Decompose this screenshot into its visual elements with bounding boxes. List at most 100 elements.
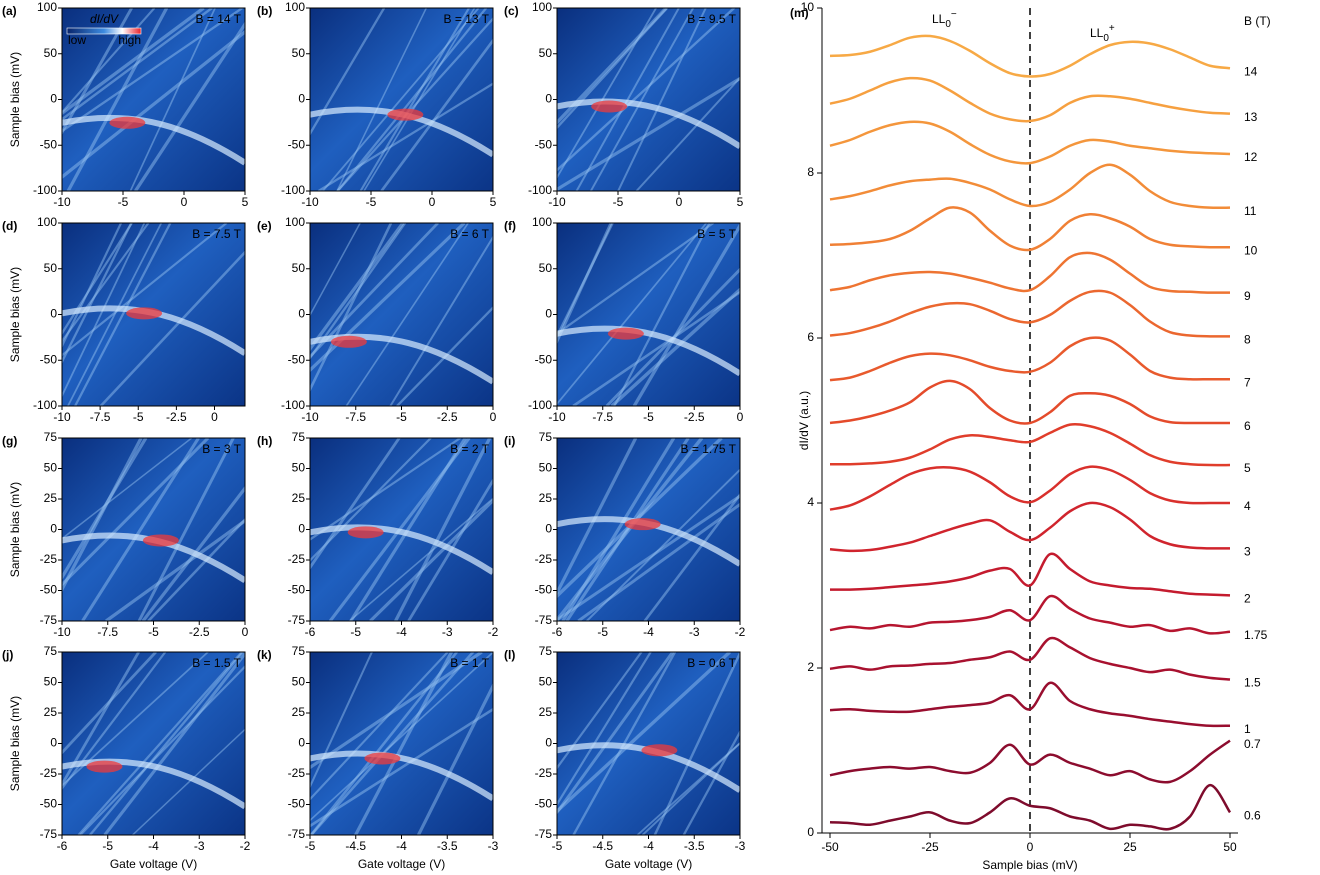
map-stripe [557,76,740,191]
y-tick-label: 10 [801,0,815,14]
x-tick-label: 50 [1223,840,1237,854]
field-value-label: 1.5 [1244,676,1261,690]
field-label: B = 6 T [450,227,489,241]
level-label: LL0− [932,9,957,30]
level-label-sub: 0 [1103,33,1109,44]
field-value-label: 2 [1244,592,1251,606]
x-tick-label: -5 [366,195,377,209]
map-stripe [132,728,245,835]
spectrum-curve [829,552,1231,597]
map-stripe [557,223,708,406]
map-image [310,8,493,191]
x-tick-label: -2.5 [189,625,210,639]
x-tick-label: -6 [57,839,68,853]
y-tick-label: 50 [292,46,306,60]
map-stripe [62,223,133,336]
spectrum-curve [829,120,1231,165]
x-tick-label: 5 [737,195,744,209]
y-tick-label: -50 [288,352,306,366]
map-stripe [74,223,172,406]
x-tick-label: -4 [643,839,654,853]
map-stripe [62,438,210,587]
map-stripe [572,290,740,406]
map-stripe [557,8,668,130]
heatmap-panel: -6 -5 -4 -3 -2 -75 -50 -25 0 25 50 75 (h) B = 2 T [257,430,499,639]
map-background [310,652,493,835]
y-tick-label: 100 [532,0,552,14]
field-label: B = 5 T [697,227,736,241]
map-stripe [575,8,680,191]
map-stripe [62,223,146,398]
x-tick-label: -4.5 [345,839,366,853]
legend-title: B (T) [1244,14,1271,28]
panel-label: (c) [504,4,519,18]
spectrum-curve [829,289,1231,338]
field-value-label: 14 [1244,64,1258,78]
map-image [62,652,245,835]
map-stripe [62,8,156,114]
y-tick-label: 50 [539,261,553,275]
y-tick-label: -50 [40,352,58,366]
x-tick-label: -5 [613,195,624,209]
map-stripe [62,438,148,581]
y-tick-label: 6 [807,330,814,344]
heatmap-panel: -6 -5 -4 -3 -2 -75 -50 -25 0 25 50 75 (i) B = 1.75 T [504,430,746,639]
x-tick-label: 0 [676,195,683,209]
y-tick-label: 75 [292,430,306,444]
y-tick-label: 75 [539,644,553,658]
map-stripe [407,477,493,621]
field-value-label: 11 [1244,204,1257,218]
map-stripe [62,223,133,365]
map-stripe [105,518,245,621]
field-label: B = 14 T [196,12,242,26]
map-stripe [336,17,493,191]
x-tick-label: -10 [53,625,71,639]
map-background [310,223,493,406]
y-tick-label: 0 [545,736,552,750]
field-value-label: 9 [1244,289,1251,303]
map-stripe [129,8,216,191]
level-label-sup: + [1109,23,1115,34]
y-tick-label: 50 [539,46,553,60]
map-stripe [557,494,740,621]
y-tick-label: 25 [539,705,553,719]
y-tick-label: 25 [44,491,58,505]
map-stripe [62,8,213,121]
map-stripe [310,652,449,801]
map-stripe [336,8,488,191]
x-tick-label: 0 [211,410,218,424]
map-peak [330,335,367,348]
map-image [557,223,740,406]
field-value-label: 4 [1244,499,1251,513]
y-tick-label: -25 [535,552,553,566]
y-tick-label: 50 [292,461,306,475]
x-tick-label: -3.5 [437,839,458,853]
field-value-label: 7 [1244,375,1251,389]
map-stripe [557,8,668,125]
y-axis-label: Sample bias (mV) [8,482,22,577]
x-tick-label: -3 [442,625,453,639]
x-tick-label: -10 [53,195,71,209]
x-tick-label: -6 [305,625,316,639]
x-tick-label: -5 [102,839,113,853]
y-tick-label: 0 [298,307,305,321]
map-stripe [62,652,140,788]
map-stripe [369,498,493,621]
map-peak [624,518,661,531]
panel-label: (l) [504,648,515,662]
map-stripe [310,707,493,828]
y-tick-label: 0 [545,92,552,106]
map-peak [591,100,628,113]
x-tick-label: 0 [429,195,436,209]
x-tick-label: -10 [548,195,566,209]
map-stripe [62,8,133,136]
panel-label: (j) [2,648,13,662]
y-tick-label: 25 [292,705,306,719]
x-tick-label: 0 [737,410,744,424]
map-stripe [617,8,707,191]
map-stripe [557,223,715,336]
field-value-label: 12 [1244,150,1258,164]
y-tick-label: 25 [292,491,306,505]
